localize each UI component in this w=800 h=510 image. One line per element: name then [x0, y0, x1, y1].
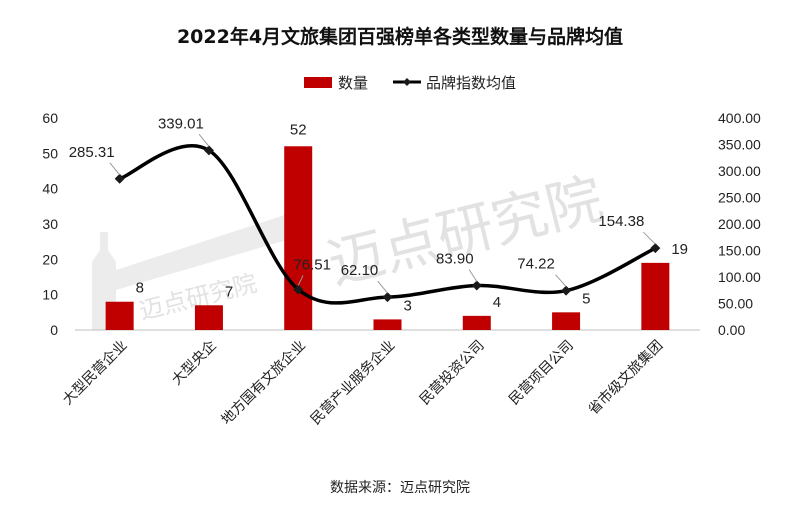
bar-data-label: 8	[136, 280, 144, 297]
y-right-tick-label: 250.00	[718, 190, 761, 206]
x-category-label: 大型央企	[168, 337, 220, 389]
line-point	[203, 145, 214, 156]
bar-series: 8 7 52 3 4 5 19	[105, 121, 688, 330]
x-category-label: 民营投资公司	[417, 338, 488, 409]
line-point	[650, 243, 661, 254]
y-right-tick-label: 50.00	[718, 296, 753, 312]
bar	[284, 146, 313, 330]
y-left-tick-label: 10	[42, 287, 58, 303]
bar-data-label: 19	[671, 241, 688, 258]
line-label-leader	[468, 269, 478, 282]
line-data-label: 62.10	[341, 262, 379, 279]
x-category-label: 地方国有文旅企业	[218, 337, 309, 428]
line-label-leader	[198, 134, 210, 147]
line-data-label: 74.22	[517, 256, 555, 273]
x-category-label: 大型民营企业	[59, 337, 130, 408]
line-data-label: 339.01	[158, 115, 204, 132]
bar-data-label: 7	[225, 283, 233, 300]
x-category-label: 省市级文旅集团	[585, 337, 666, 418]
source-note: 数据来源：迈点研究院	[330, 480, 470, 496]
line-data-label: 154.38	[598, 213, 644, 230]
y-left-tick-label: 60	[42, 110, 58, 126]
y-left-tick-label: 30	[42, 216, 58, 232]
legend: 数量 品牌指数均值	[304, 74, 516, 92]
y-right-tick-label: 0.00	[718, 322, 745, 338]
line-point	[561, 285, 572, 296]
legend-label-bar: 数量	[338, 74, 368, 92]
bar	[641, 262, 670, 330]
y-right-tick-label: 100.00	[718, 269, 761, 285]
y-right-tick-label: 300.00	[718, 163, 761, 179]
bar	[462, 315, 491, 330]
line-label-leader	[555, 274, 567, 287]
y-right-tick-label: 150.00	[718, 243, 761, 259]
bar-data-label: 3	[404, 297, 412, 314]
y-right-tick-label: 400.00	[718, 110, 761, 126]
line-label-leader	[297, 275, 304, 286]
y-right-tick-label: 200.00	[718, 216, 761, 232]
bar	[105, 301, 134, 330]
chart-title: 2022年4月文旅集团百强榜单各类型数量与品牌均值	[177, 25, 623, 48]
x-category-label: 民营项目公司	[506, 338, 577, 409]
line-point	[114, 173, 125, 184]
line-data-label: 285.31	[69, 144, 115, 161]
line-data-label: 83.90	[436, 251, 474, 268]
bar	[552, 312, 581, 330]
x-category-label: 民营产业服务企业	[307, 337, 398, 428]
line-data-label: 76.51	[293, 256, 331, 273]
line-point	[471, 280, 482, 291]
y-axis-left: 0 10 20 30 40 50 60	[42, 110, 58, 338]
legend-swatch-bar	[304, 77, 332, 88]
line-label-leader	[643, 231, 656, 245]
y-left-tick-label: 40	[42, 181, 58, 197]
y-left-tick-label: 50	[42, 145, 58, 161]
line-point	[293, 284, 304, 295]
bar-data-label: 5	[582, 290, 590, 307]
watermark-building-icon	[92, 210, 300, 330]
line-label-leader	[109, 162, 121, 176]
bar	[194, 305, 223, 330]
line-point	[382, 292, 393, 303]
legend-swatch-marker	[403, 78, 411, 86]
y-axis-right: 0.00 50.00 100.00 150.00 200.00 250.00 300.00 3…	[718, 110, 761, 338]
y-left-tick-label: 0	[50, 322, 58, 338]
watermark: 迈点研究院 迈点研究院	[92, 167, 609, 330]
bar-data-label: 52	[290, 121, 307, 138]
bar	[373, 319, 402, 330]
bar-data-label: 4	[493, 294, 501, 311]
y-left-tick-label: 20	[42, 251, 58, 267]
legend-label-line: 品牌指数均值	[426, 74, 516, 92]
line-series: 285.31 339.01 76.51 62.10 83.90 74.22 154.38	[69, 115, 661, 305]
line-label-leader	[377, 280, 388, 294]
y-right-tick-label: 350.00	[718, 137, 761, 153]
